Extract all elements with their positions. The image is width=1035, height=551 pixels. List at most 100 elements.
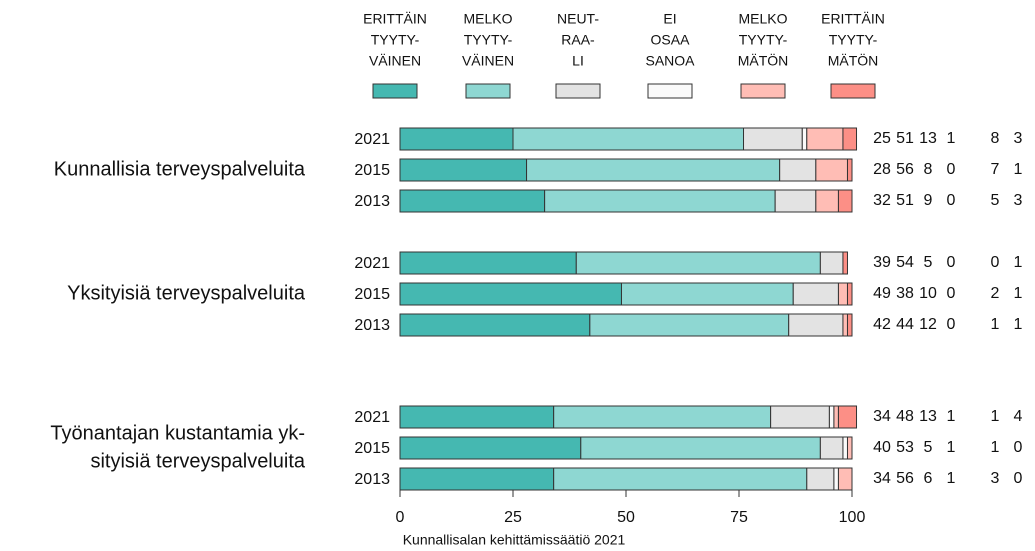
bar-segment xyxy=(837,189,853,213)
year-label: 2021 xyxy=(354,131,390,148)
bar-segment xyxy=(815,189,839,213)
value-label: 1 xyxy=(947,439,956,456)
value-label: 1 xyxy=(991,316,1000,333)
legend-swatch xyxy=(372,83,418,99)
value-label: 1 xyxy=(991,439,1000,456)
legend-label: VÄINEN xyxy=(369,53,421,69)
year-label: 2013 xyxy=(354,317,390,334)
bar-segment xyxy=(846,313,853,337)
legend-label: MÄTÖN xyxy=(738,52,789,69)
value-label: 25 xyxy=(873,130,891,147)
source: Kunnallisalan kehittämissäätiö 2021 xyxy=(403,532,626,548)
x-tick-label: 100 xyxy=(839,509,866,526)
legend-swatch xyxy=(555,83,601,99)
value-label: 10 xyxy=(919,285,937,302)
bar-segment xyxy=(553,405,772,429)
value-label: 28 xyxy=(873,161,891,178)
bar-segment xyxy=(399,282,622,306)
value-label: 4 xyxy=(1014,408,1023,425)
bar-segment xyxy=(399,158,528,182)
value-label: 5 xyxy=(991,192,1000,209)
value-label: 44 xyxy=(896,316,914,333)
value-label: 0 xyxy=(947,254,956,271)
value-label: 1 xyxy=(1014,316,1023,333)
value-label: 49 xyxy=(873,285,891,302)
value-label: 32 xyxy=(873,192,891,209)
value-label: 6 xyxy=(924,470,933,487)
year-label: 2021 xyxy=(354,409,390,426)
bar-segment xyxy=(819,436,844,460)
legend-label: TYYTY- xyxy=(829,32,878,48)
value-label: 8 xyxy=(924,161,933,178)
x-tick-label: 25 xyxy=(504,509,522,526)
bar-segment xyxy=(399,127,514,151)
value-label: 5 xyxy=(924,254,933,271)
value-label: 1 xyxy=(1014,285,1023,302)
value-label: 48 xyxy=(896,408,914,425)
bar-segment xyxy=(779,158,817,182)
bar-segment xyxy=(743,127,803,151)
bar-segment xyxy=(842,251,848,275)
bar-segment xyxy=(837,405,858,429)
value-label: 0 xyxy=(991,254,1000,271)
bar-segment xyxy=(842,127,858,151)
legend-label: MELKO xyxy=(463,11,512,27)
value-label: 13 xyxy=(919,130,937,147)
value-label: 51 xyxy=(896,192,914,209)
bar-segment xyxy=(544,189,776,213)
legend-label: TYYTY- xyxy=(371,32,420,48)
bar-segment xyxy=(399,189,546,213)
bar-segment xyxy=(399,405,555,429)
value-label: 1 xyxy=(1014,254,1023,271)
bar-segment xyxy=(801,127,808,151)
value-label: 56 xyxy=(896,470,914,487)
value-label: 13 xyxy=(919,408,937,425)
value-label: 54 xyxy=(896,254,914,271)
year-label: 2021 xyxy=(354,255,390,272)
year-label: 2013 xyxy=(354,471,390,488)
value-label: 0 xyxy=(1014,470,1023,487)
bar-segment xyxy=(399,251,577,275)
value-label: 1 xyxy=(991,408,1000,425)
value-label: 0 xyxy=(947,161,956,178)
legend-label: MELKO xyxy=(738,11,787,27)
value-label: 1 xyxy=(947,408,956,425)
legend-label: ERITTÄIN xyxy=(363,11,427,27)
legend-label: RAA- xyxy=(561,32,595,48)
year-label: 2015 xyxy=(354,440,390,457)
year-label: 2013 xyxy=(354,193,390,210)
value-label: 1 xyxy=(947,470,956,487)
value-label: 3 xyxy=(1014,192,1023,209)
bar-segment xyxy=(770,405,830,429)
value-label: 53 xyxy=(896,439,914,456)
legend-label: ERITTÄIN xyxy=(821,11,885,27)
bar-segment xyxy=(788,313,844,337)
legend-swatch xyxy=(830,83,876,99)
value-label: 0 xyxy=(947,316,956,333)
legend-label: TYYTY- xyxy=(739,32,788,48)
bar-segment xyxy=(837,467,853,491)
x-tick-label: 0 xyxy=(396,509,405,526)
value-label: 1 xyxy=(1014,161,1023,178)
group-label: Työnantajan kustantamia yk- xyxy=(50,422,305,444)
bar-segment xyxy=(526,158,781,182)
value-label: 3 xyxy=(991,470,1000,487)
bar-segment xyxy=(806,127,844,151)
x-tick-label: 50 xyxy=(617,509,635,526)
value-label: 1 xyxy=(947,130,956,147)
legend-swatch xyxy=(647,83,693,99)
legend-label: EI xyxy=(663,11,676,27)
legend-swatch xyxy=(740,83,786,99)
year-label: 2015 xyxy=(354,162,390,179)
bar-segment xyxy=(806,467,835,491)
bar-segment xyxy=(575,251,821,275)
group-label: Kunnallisia terveyspalveluita xyxy=(54,158,306,180)
bar-segment xyxy=(399,313,591,337)
legend-label: NEUT- xyxy=(557,11,599,27)
bar-segment xyxy=(833,467,839,491)
legend-label: LI xyxy=(572,53,584,69)
value-label: 7 xyxy=(991,161,1000,178)
value-label: 5 xyxy=(924,439,933,456)
bar-segment xyxy=(842,436,848,460)
